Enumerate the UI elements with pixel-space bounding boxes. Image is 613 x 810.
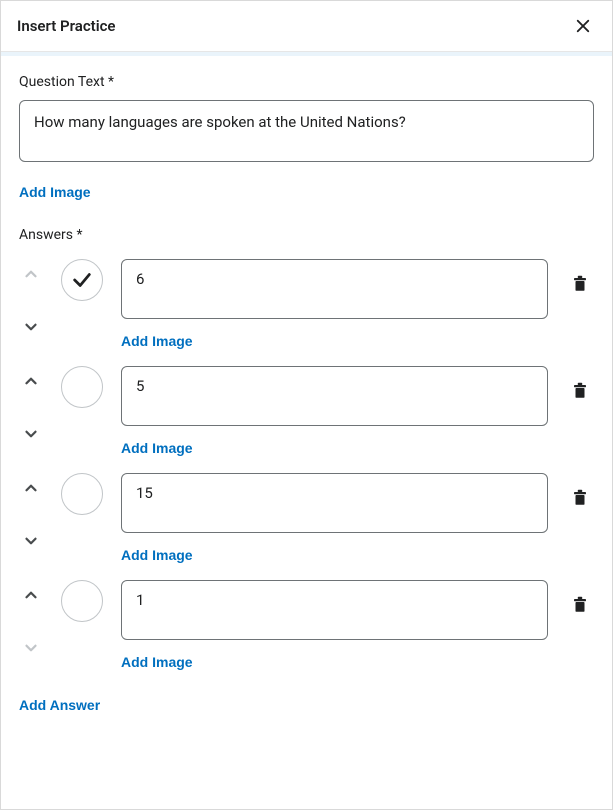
delete-answer-button[interactable] [569,380,591,405]
insert-practice-modal: Insert Practice Question Text * Add Imag… [0,0,613,810]
answer-main: Add Image [121,259,548,350]
chevron-down-icon [22,318,40,336]
reorder-controls [19,473,43,555]
chevron-down-icon [22,532,40,550]
chevron-up-icon [22,372,40,390]
answer-main: Add Image [121,580,548,671]
modal-body[interactable]: Question Text * Add Image Answers * [1,56,612,809]
move-up-button[interactable] [20,370,42,395]
question-text-input[interactable] [19,100,594,162]
correct-answer-toggle[interactable] [61,473,103,515]
trash-icon [571,382,589,400]
correct-answer-toggle[interactable] [61,366,103,408]
move-down-button[interactable] [20,637,42,662]
answer-row: Add Image [19,473,594,564]
move-up-button[interactable] [20,263,42,288]
correct-toggle-col [61,580,103,622]
close-button[interactable] [570,13,596,39]
reorder-controls [19,580,43,662]
answer-text-input[interactable] [121,580,548,640]
answer-main: Add Image [121,473,548,564]
move-up-button[interactable] [20,477,42,502]
chevron-up-icon [22,265,40,283]
correct-toggle-col [61,366,103,408]
add-image-answer-button[interactable]: Add Image [121,547,193,563]
delete-answer-button[interactable] [569,487,591,512]
answer-text-input[interactable] [121,473,548,533]
trash-icon [571,596,589,614]
delete-col [566,366,594,405]
delete-col [566,259,594,298]
answers-label: Answers * [19,227,594,243]
modal-title: Insert Practice [17,17,115,35]
add-image-answer-button[interactable]: Add Image [121,440,193,456]
reorder-controls [19,366,43,448]
reorder-controls [19,259,43,341]
add-answer-button[interactable]: Add Answer [19,697,100,713]
trash-icon [571,275,589,293]
delete-answer-button[interactable] [569,594,591,619]
answer-text-input[interactable] [121,259,548,319]
add-image-answer-button[interactable]: Add Image [121,654,193,670]
answers-section: Answers * [19,227,594,714]
chevron-up-icon [22,586,40,604]
answer-row: Add Image [19,580,594,671]
correct-toggle-col [61,259,103,301]
correct-answer-toggle[interactable] [61,580,103,622]
close-icon [574,17,592,35]
answer-row: Add Image [19,259,594,350]
chevron-up-icon [22,479,40,497]
correct-answer-toggle[interactable] [61,259,103,301]
answer-row: Add Image [19,366,594,457]
answer-text-input[interactable] [121,366,548,426]
check-icon [71,269,93,291]
answer-main: Add Image [121,366,548,457]
move-down-button[interactable] [20,530,42,555]
add-image-answer-button[interactable]: Add Image [121,333,193,349]
add-image-question-button[interactable]: Add Image [19,184,91,200]
trash-icon [571,489,589,507]
question-text-label: Question Text * [19,74,594,90]
delete-answer-button[interactable] [569,273,591,298]
correct-toggle-col [61,473,103,515]
delete-col [566,580,594,619]
chevron-down-icon [22,639,40,657]
move-up-button[interactable] [20,584,42,609]
move-down-button[interactable] [20,316,42,341]
delete-col [566,473,594,512]
move-down-button[interactable] [20,423,42,448]
modal-header: Insert Practice [1,1,612,52]
chevron-down-icon [22,425,40,443]
